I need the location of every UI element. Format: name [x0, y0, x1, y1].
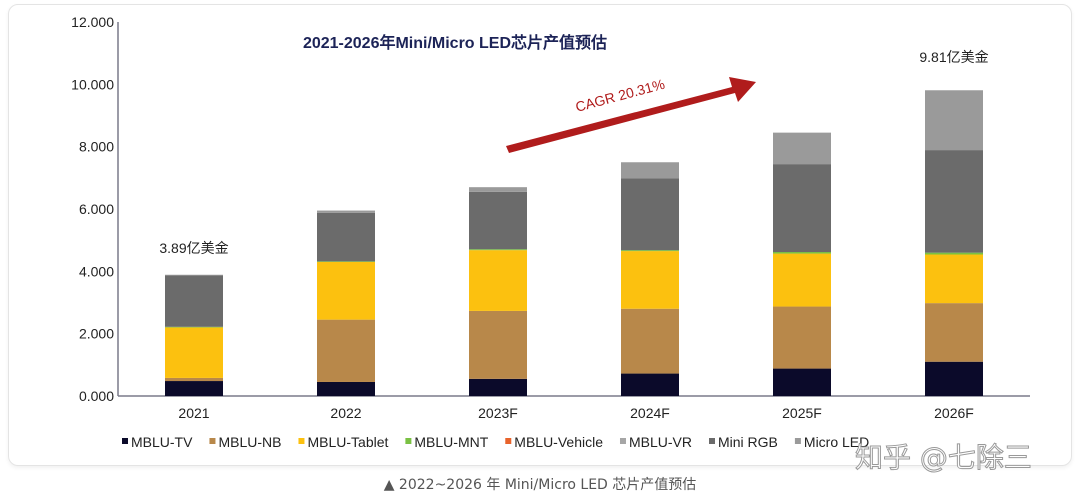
bar-segment-mblu-mnt — [317, 261, 375, 262]
bar-segment-micro-led — [469, 187, 527, 192]
legend-swatch — [298, 438, 305, 444]
bar-segment-mblu-tv — [317, 381, 375, 396]
x-tick-label: 2023F — [478, 405, 518, 421]
legend-label: MBLU-Vehicle — [514, 434, 603, 450]
legend-label: MBLU-Tablet — [307, 434, 388, 450]
legend-label: MBLU-VR — [629, 434, 692, 450]
bar-segment-micro-led — [925, 90, 983, 151]
bar-segment-mblu-tv — [165, 381, 223, 396]
bar-segment-mini-rgb — [773, 164, 831, 253]
x-tick-label: 2022 — [330, 405, 361, 421]
legend-label: MBLU-MNT — [414, 434, 488, 450]
bar-segment-mblu-tablet — [469, 250, 527, 311]
legend-label: Mini RGB — [718, 434, 778, 450]
legend-swatch — [122, 438, 128, 444]
legend-label: MBLU-NB — [218, 434, 281, 450]
x-tick-label: 2026F — [934, 405, 974, 421]
y-tick-label: 6.000 — [79, 201, 114, 217]
legend-label: Micro LED — [804, 434, 869, 450]
bar-segment-mblu-nb — [469, 310, 527, 379]
bar-segment-mini-rgb — [317, 212, 375, 262]
legend-swatch — [405, 438, 412, 444]
y-tick-label: 10.000 — [71, 76, 114, 92]
bar-segment-mblu-mnt — [469, 249, 527, 251]
bar-segment-micro-led — [317, 210, 375, 213]
y-tick-label: 2.000 — [79, 326, 114, 342]
legend-swatch — [619, 438, 626, 444]
x-tick-label: 2024F — [630, 405, 670, 421]
y-tick-label: 4.000 — [79, 263, 114, 279]
bar-segment-mblu-tablet — [317, 261, 375, 320]
bar-segment-mblu-tv — [621, 373, 679, 396]
bar-segment-mini-rgb — [925, 150, 983, 253]
cagr-arrow-icon — [506, 77, 756, 153]
bar-segment-mblu-tv — [469, 378, 527, 396]
chart-card — [8, 4, 1072, 466]
legend-swatch — [209, 438, 216, 444]
legend-swatch — [709, 438, 715, 444]
bar-segment-mblu-nb — [165, 377, 223, 382]
bar-segment-micro-led — [621, 162, 679, 179]
watermark: 知乎 @七除三 — [855, 441, 1033, 475]
bar-segment-micro-led — [165, 274, 223, 276]
total-label-2026f: 9.81亿美金 — [919, 49, 988, 65]
bar-segment-mblu-tv — [773, 368, 831, 396]
total-label-2021: 3.89亿美金 — [159, 240, 228, 256]
y-tick-label: 8.000 — [79, 139, 114, 155]
bar-segment-mblu-mnt — [621, 250, 679, 252]
bar-segment-mblu-nb — [317, 319, 375, 382]
figure-caption: ▲ 2022~2026 年 Mini/Micro LED 芯片产值预估 — [383, 477, 697, 493]
bar-segment-mini-rgb — [165, 275, 223, 327]
bar-segment-mblu-mnt — [925, 252, 983, 255]
legend-swatch — [505, 438, 512, 444]
bar-segment-mblu-tablet — [621, 251, 679, 309]
bar-segment-mblu-tablet — [773, 253, 831, 307]
chart-title: 2021-2026年Mini/Micro LED芯片产值预估 — [303, 33, 607, 52]
legend-swatch — [794, 438, 801, 444]
bar-segment-mblu-nb — [621, 308, 679, 374]
bar-segment-mblu-mnt — [165, 326, 223, 328]
bar-segment-mblu-tablet — [925, 254, 983, 304]
bar-segment-mblu-tv — [925, 361, 983, 396]
bar-segment-mblu-nb — [925, 303, 983, 362]
bar-segment-mblu-tablet — [165, 327, 223, 378]
bar-segment-micro-led — [773, 132, 831, 165]
y-tick-label: 0.000 — [79, 388, 114, 404]
legend-label: MBLU-TV — [131, 434, 193, 450]
x-tick-label: 2025F — [782, 405, 822, 421]
bar-segment-mblu-mnt — [773, 252, 831, 254]
y-tick-label: 12.000 — [71, 14, 114, 30]
bar-segment-mini-rgb — [621, 178, 679, 251]
x-tick-label: 2021 — [178, 405, 209, 421]
bar-segment-mblu-nb — [773, 306, 831, 369]
bar-segment-mini-rgb — [469, 191, 527, 250]
